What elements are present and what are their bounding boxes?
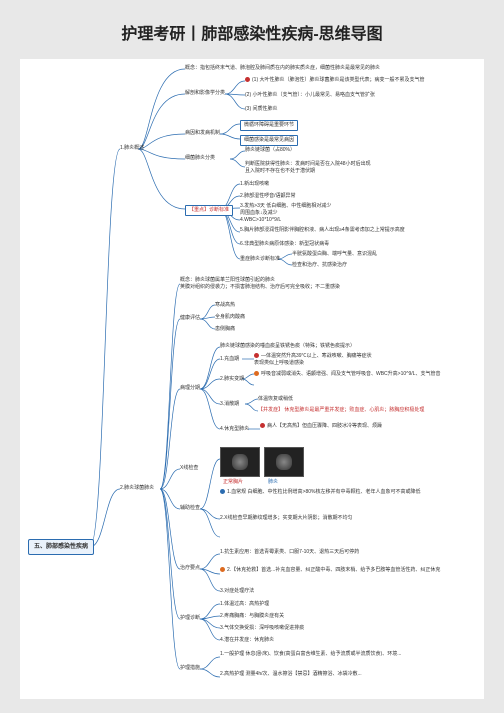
n-a16: 5.胸片肺部浸润性阴影伴胸腔积液、病人出现≥4条需考虑加之上常提示高度 [240,227,405,234]
etiology: 病因和发病机制 [185,130,220,137]
n-a50-t: 2.【休克抢救】首选...补充血容量、纠正酸中毒、四肢末梢、给予多巴胺等血管活性… [227,567,440,573]
n-a13: 2.肺部湿性啰音/语颤异常 [240,193,296,200]
classification: 细菌肺炎分类 [185,155,215,162]
n-a4: (2) 小叶性肺炎（支气管）：小儿最常见、易咯血支气管扩张 [245,92,375,99]
diagnosis-box: 【重点】诊断标准 [185,205,233,216]
n-a47: 2.X线检查早期肺纹理增多；实变期大片阴影；消散期不均匀 [220,515,353,522]
dot-icon [245,77,250,82]
n-a17: 6.非典型肺炎病原体感染：新型冠状病毒 [240,241,329,248]
n-a19: 半胱氨酸蛋白酶、端呼气量、意识混乱 [292,251,377,258]
nursing-dx: 护理诊断 [180,615,200,622]
xray-images [220,447,304,477]
xray-cap1: 正常胸片 [223,479,243,486]
mindmap-canvas: 五、肺部感染性疾病 概念：指包括终末气道、肺泡腔及肺间质在内的肺实质炎症，细菌性… [20,59,484,699]
dot-icon [254,371,259,376]
n-a14: 3.发热>3天 低白细胞、中性细胞相对减少周围血象↓及减少 [240,203,331,217]
n-a15: 4.WBC>10*10^9/L [240,217,281,224]
n-a25: 寒战高热 [215,302,235,309]
n-a12: 1.新出现咳嗽 [240,181,269,188]
xray-pneumonia [264,447,304,477]
n-a60: 2.高热护理 测量4h/次、温水擦浴【禁忌】酒精擦浴、冰袋冷敷... [220,671,362,678]
branch-1: 1.肺炎概述 [120,145,144,152]
n-a20: 检查和治疗、抗感染治疗 [292,262,347,269]
n-a54: 2.疼痛胸痛：与胸膜炎症有关 [220,613,284,620]
n-a41-t: 病人【无高热】但血压骤降、四肢冰冷等表现、烦躁 [267,423,382,429]
concept-body2: 荚膜对组织的侵袭力；不损害肺泡结构、治疗后可完全吸收；不二重感染 [180,284,340,290]
n-a51: 3.对症处理疗法 [220,588,254,595]
n-a31-t: —体温突然升高39℃以上、寒战咳嗽、胸痛等症状表现类似上呼吸道感染 [254,353,372,366]
n-a31: —体温突然升高39℃以上、寒战咳嗽、胸痛等症状表现类似上呼吸道感染 [254,353,372,367]
anatomy-class: 解剖和影像学分类 [185,90,225,97]
n-a29: 肺炎链球菌感染的唾血痰呈铁锈色痰（特殊；铁锈色痰提示） [220,343,355,350]
n-a55: 3.气体交换受损：深呼吸咳嗽促进排痰 [220,625,304,632]
dot-icon [254,353,259,358]
n-a35: 体温恢复或稍低 [258,396,293,403]
xray-cap2: 肺炎 [268,479,278,486]
n-a9: 肺炎链球菌（占80%） [245,147,295,154]
n-a33-t: 呼吸音减弱或消失、语颤增强、闻及支气管呼吸音、WBC升高>10^9/L、支气管音 [261,371,440,377]
n-a5: (3) 间质性肺炎 [245,106,278,113]
n-a45-t: 1.血常规 白细胞、中性粒比例增高>80%核左移并有中毒颗粒、老年人血象可不高或… [227,489,421,495]
n-a8: 细菌感染是最常见病因 [240,135,298,146]
concept-text: 概念：指包括终末气道、肺泡腔及肺间质在内的肺实质炎症，细菌性肺炎是最常见的肺炎 [185,65,380,72]
comp-label: 【并发症】 [258,407,283,413]
n-a50: 2.【休克抢救】首选...补充血容量、纠正酸中毒、四肢末梢、给予多巴胺等血管活性… [220,567,440,574]
n-a30: 1.充血期 [220,356,239,363]
n-a18: 重症肺炎诊断标准 [240,256,280,263]
n-a27: 患侧胸痛 [215,326,235,333]
n-a40: 4.休克型肺炎 [220,426,249,433]
n-a34: 3.消散期 [220,401,239,408]
n-a7: 微循环障碍是重要环节 [240,120,298,131]
concept-body: 肺炎球菌属革兰阳性球菌引起的肺炎 [195,277,275,283]
health-assess: 健康评估 [180,315,200,322]
n-a39: 【并发症】 休克型肺炎是最严重并发症；败血症、心肌炎；脓胸应积极处理 [258,407,424,414]
n-a26: 全身肌肉酸痛 [215,314,245,321]
n-a33a: 呼吸音减弱或消失、语颤增强、闻及支气管呼吸音、WBC升高>10^9/L、支气管音 [254,371,440,378]
n-a3-t: (1) 大叶性肺炎（肺泡性）肺炎球菌肺炎是该类型代表；病变一般不累及支气管 [252,77,425,83]
dot-icon [220,489,225,494]
page: 护理考研丨肺部感染性疾病-思维导图 [0,0,504,713]
aux-exam-label: X线检查 [180,465,198,472]
n-a32: 2.肺实变期 [220,376,244,383]
n-a58: 1.一般护理 休息(卧床)、饮食(高蛋白富含维生素、给予流质或半流质饮食)、环境… [220,651,401,658]
root-node: 五、肺部感染性疾病 [28,539,94,555]
nursing-measures: 护理措施 [180,665,200,672]
dot-icon [220,567,225,572]
comp-body: 休克型肺炎是最严重并发症；败血症、心肌炎；脓胸应积极处理 [284,407,424,413]
n-a56: 4.潜在并发症：休克肺炎 [220,637,274,644]
concept-label: 概念 [180,277,190,283]
n-a48: 1.抗生素应用：首选青霉素类、口服7-10天、退热三天后可停药 [220,549,359,556]
treatment-label: 治疗要点 [180,565,200,572]
n-a45: 1.血常规 白细胞、中性粒比例增高>80%核左移并有中毒颗粒、老年人血象可不高或… [220,489,421,496]
page-title: 护理考研丨肺部感染性疾病-思维导图 [0,0,504,59]
dot-icon [260,423,265,428]
n-a41: 病人【无高热】但血压骤降、四肢冰冷等表现、烦躁 [260,423,382,430]
aux-exam: 辅助检查 [180,505,200,512]
pathology: 病理分期 [180,385,200,392]
n-a52: 1.体温过高：高热护理 [220,601,269,608]
n-a22: 概念：肺炎球菌属革兰阳性球菌引起的肺炎荚膜对组织的侵袭力；不损害肺泡结构、治疗后… [180,277,340,291]
n-a10: 判断医院获得性肺炎：发病时间是否在入院48小时后出现且入院时不存在也不处于潜伏期 [245,161,371,175]
xray-normal [220,447,260,477]
branch-2: 2.肺炎球菌肺炎 [120,485,154,492]
n-a3: (1) 大叶性肺炎（肺泡性）肺炎球菌肺炎是该类型代表；病变一般不累及支气管 [245,77,425,84]
